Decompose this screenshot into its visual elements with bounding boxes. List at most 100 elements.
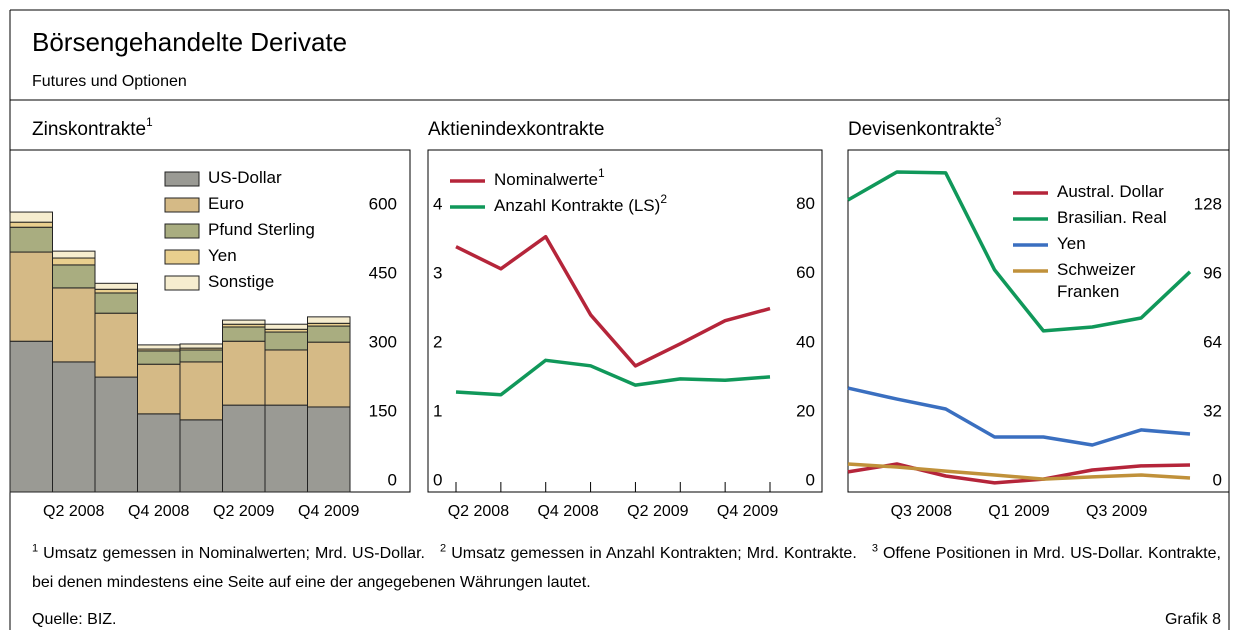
legend-name: Schweizer Franken [1057,260,1140,301]
y-tick-label: 64 [1203,332,1222,351]
y-tick-label: 0 [806,470,815,489]
bar-segment [52,264,96,289]
legend-swatch [164,275,200,291]
bar-segment [94,288,138,294]
line-series [847,386,1191,447]
y-tick-label: 32 [1203,401,1222,420]
bar-segment [137,344,181,350]
bar-segment [52,250,96,259]
bar-segment [52,361,96,493]
y-tick-label: 150 [369,402,397,421]
x-tick-label: Q3 2009 [1086,503,1147,520]
panel-title-text: Devisenkontrakte [848,119,995,140]
bar-segment [94,376,138,493]
line-series [455,358,771,397]
y-tick-label: 128 [1194,194,1222,213]
bar-segment [222,326,266,342]
bar-segment [222,340,266,406]
bar-segment [307,406,351,493]
footnote: 2 Umsatz gemessen in Anzahl Kontrakten; … [440,543,857,563]
y2-tick-label: 1 [433,402,442,421]
legend-line: Franken [1057,282,1119,301]
bar-segment [94,282,138,290]
x-tick-label: Q1 2009 [988,503,1049,520]
line-series [847,170,1192,333]
legend-name: Yen [208,246,237,265]
y-tick-label: 60 [796,263,815,282]
footnote-mark: 2 [440,543,447,555]
line-series [455,234,771,368]
legend-name: Euro [208,194,244,213]
x-tick-label: Q4 2009 [298,503,359,520]
legend-label: Euro [208,194,244,213]
y-tick-label: 96 [1203,263,1222,282]
legend-label: Pfund Sterling [208,220,315,239]
bar-segment [179,361,223,421]
y-tick-label: 80 [796,194,815,213]
bar-segment [137,350,181,365]
footnote-text: Umsatz gemessen in Nominalwerten; Mrd. U… [43,545,425,563]
footnote-text: Umsatz gemessen in Anzahl Kontrakten; Mr… [451,545,857,563]
panel-title: Aktienindexkontrakte [428,119,604,140]
bar-segment [264,323,308,330]
panel-title-note: 3 [995,115,1002,129]
panel-title-note: 1 [146,115,153,129]
bar-segment [264,404,308,493]
legend-label: Anzahl Kontrakte (LS)2 [494,192,667,215]
legend-name: Pfund Sterling [208,220,315,239]
legend-label: Austral. Dollar [1057,182,1164,201]
x-tick-label: Q4 2008 [537,503,598,520]
x-tick-label: Q2 2009 [627,503,688,520]
legend-note: 1 [598,166,605,180]
panel-title-text: Zinskontrakte [32,119,146,140]
y2-tick-label: 4 [433,195,442,214]
y-tick-label: 40 [796,332,815,351]
figure-label: Grafik 8 [1165,611,1221,628]
main-title: Börsengehandelte Derivate [32,27,347,57]
x-tick-label: Q2 2008 [43,503,104,520]
footnote-text: Offene Positionen in Mrd. US-Dollar. Kon… [32,545,1221,592]
legend-name: Nominalwerte [494,170,598,189]
legend-label: Sonstige [208,272,274,291]
bar-segment [9,211,53,223]
legend-label: Brasilian. Real [1057,208,1167,227]
panel-title-text: Aktienindexkontrakte [428,119,604,140]
bar-segment [9,251,53,342]
legend-swatch [164,171,200,187]
y2-tick-label: 2 [433,333,442,352]
line-series [847,462,1191,481]
x-tick-label: Q2 2008 [448,503,509,520]
bar-segment [52,287,96,363]
plot-frame [847,149,1230,493]
legend-name: Sonstige [208,272,274,291]
y-tick-label: 0 [388,470,397,489]
legend-name: US-Dollar [208,168,282,187]
bar-segment [94,312,138,378]
bar-segment [264,349,308,406]
bar-segment [137,363,181,415]
footnote: 1 Umsatz gemessen in Nominalwerten; Mrd.… [32,543,425,563]
panel-title: Zinskontrakte1 [32,115,153,140]
x-tick-label: Q4 2008 [128,503,189,520]
legend-label: US-Dollar [208,168,282,187]
y-tick-label: 300 [369,333,397,352]
bar-segment [94,292,138,314]
footnote-mark: 3 [871,543,878,555]
y2-tick-label: 0 [433,470,442,489]
legend-label: Yen [208,246,237,265]
bar-segment [179,419,223,493]
legend-swatch [164,249,200,265]
footnote: 3 Offene Positionen in Mrd. US-Dollar. K… [32,543,1221,592]
footnotes: 1 Umsatz gemessen in Nominalwerten; Mrd.… [32,535,1221,597]
y2-tick-label: 3 [433,264,442,283]
legend-name: Austral. Dollar [1057,182,1164,201]
legend-label: Nominalwerte1 [494,166,605,189]
subtitle: Futures und Optionen [32,73,187,90]
legend-name: Brasilian. Real [1057,208,1167,227]
y-tick-label: 0 [1213,470,1222,489]
legend-swatch [164,223,200,239]
bar-segment [222,319,266,325]
legend-label: Schweizer Franken [1057,260,1140,301]
legend-note: 2 [660,192,667,206]
bar-segment [52,257,96,266]
